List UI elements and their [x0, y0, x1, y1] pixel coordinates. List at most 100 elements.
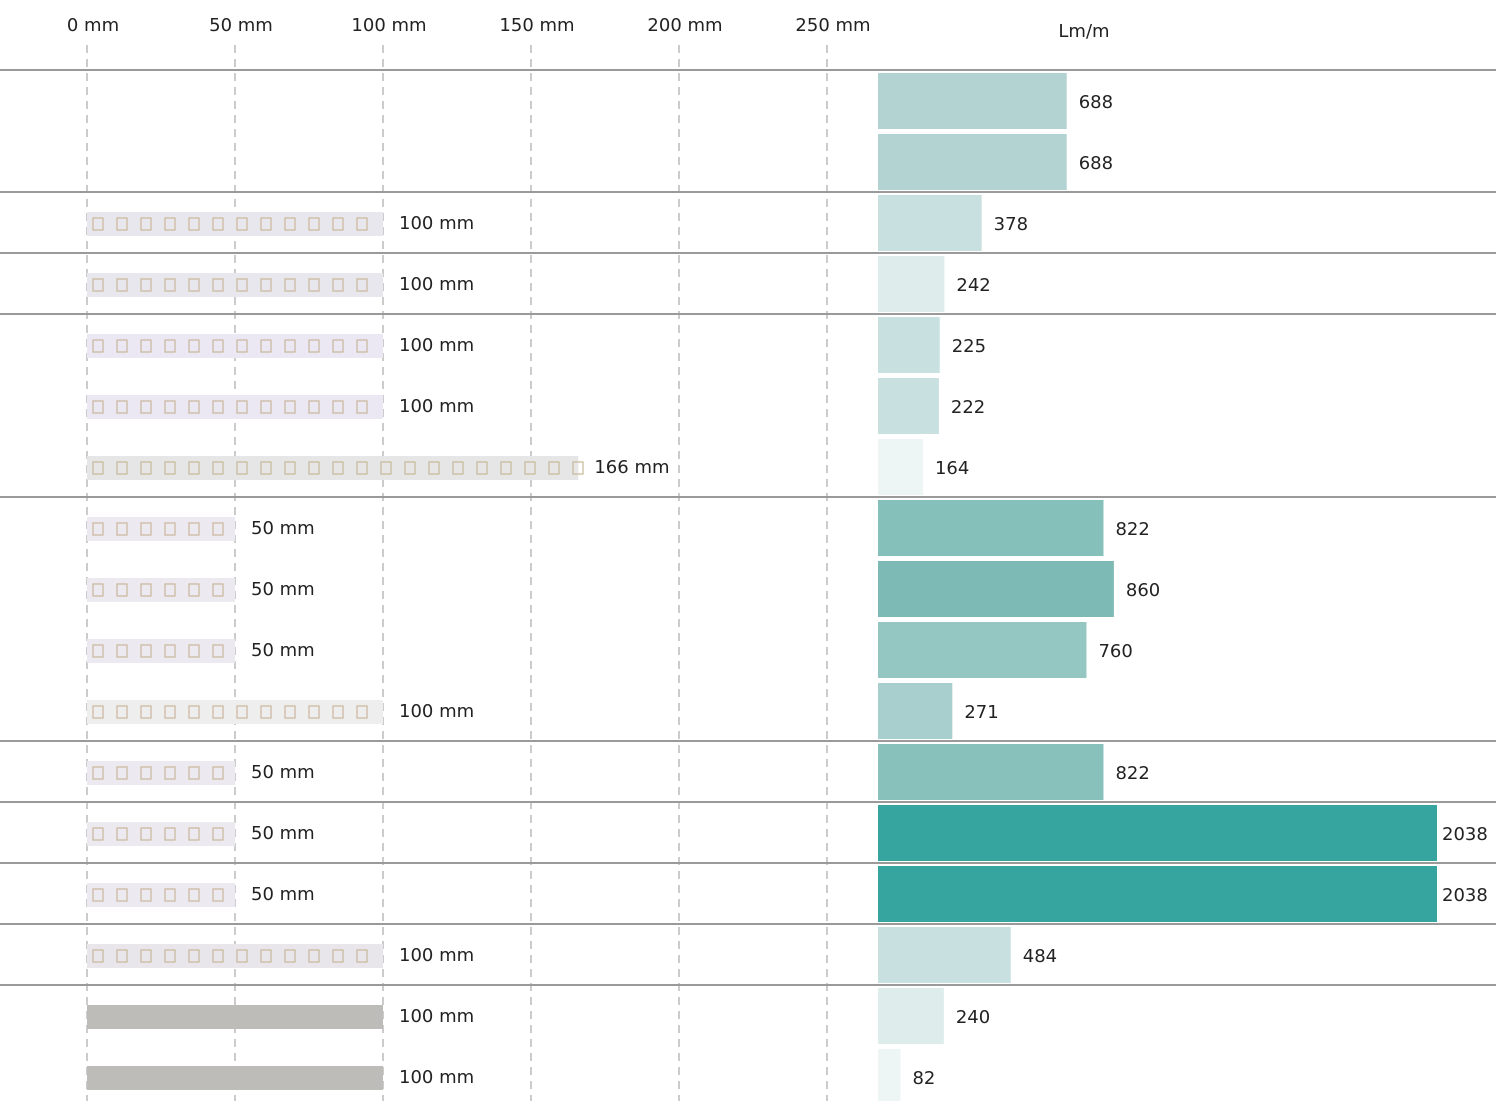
- led-chip: [332, 461, 344, 475]
- led-chip: [164, 644, 176, 658]
- led-chip: [332, 705, 344, 719]
- lumen-label: 822: [1115, 763, 1149, 784]
- led-chip: [140, 827, 152, 841]
- led-chip: [356, 949, 368, 963]
- led-chip: [116, 583, 128, 597]
- led-chip: [260, 217, 272, 231]
- led-chip: [212, 278, 224, 292]
- led-chip: [116, 339, 128, 353]
- led-chip: [164, 888, 176, 902]
- led-strip: [87, 334, 383, 358]
- led-chip: [212, 339, 224, 353]
- cut-length: 100 mm: [399, 213, 474, 234]
- led-chip: [236, 217, 248, 231]
- led-chip: [212, 217, 224, 231]
- led-chip: [356, 461, 368, 475]
- cut-length: 100 mm: [399, 701, 474, 722]
- led-chip: [356, 278, 368, 292]
- led-chip: [164, 217, 176, 231]
- lumen-bar: [878, 73, 1067, 129]
- led-chip: [284, 461, 296, 475]
- led-chip: [260, 278, 272, 292]
- led-chip: [116, 766, 128, 780]
- lumen-label: 240: [956, 1007, 990, 1028]
- led-chip: [164, 827, 176, 841]
- led-chip: [356, 705, 368, 719]
- led-chip: [380, 461, 392, 475]
- led-chip: [92, 217, 104, 231]
- cut-length: 166 mm: [594, 457, 669, 478]
- led-chip: [212, 766, 224, 780]
- led-chip: [140, 888, 152, 902]
- led-chip: [164, 461, 176, 475]
- led-chip: [188, 400, 200, 414]
- led-chip: [164, 583, 176, 597]
- led-chip: [356, 217, 368, 231]
- led-chip: [188, 583, 200, 597]
- lumen-label: 82: [912, 1068, 935, 1089]
- lumen-label: 822: [1115, 519, 1149, 540]
- led-chip: [476, 461, 488, 475]
- led-chip: [116, 949, 128, 963]
- ruler-label: 50 mm: [209, 15, 273, 36]
- led-chip: [212, 461, 224, 475]
- led-chip: [260, 461, 272, 475]
- cut-length: 50 mm: [251, 579, 315, 600]
- led-chip: [284, 339, 296, 353]
- led-chip: [308, 400, 320, 414]
- led-chip: [92, 888, 104, 902]
- cut-length: 100 mm: [399, 1067, 474, 1088]
- led-chip: [308, 217, 320, 231]
- lumen-bar: [878, 622, 1087, 678]
- lumen-bar: [878, 134, 1067, 190]
- lumen-bar: [878, 927, 1011, 983]
- led-chip: [284, 400, 296, 414]
- lumen-bar: [878, 561, 1114, 617]
- led-chip: [236, 339, 248, 353]
- led-chip: [404, 461, 416, 475]
- led-chip: [188, 644, 200, 658]
- ruler-label: 200 mm: [647, 15, 722, 36]
- led-chip: [164, 400, 176, 414]
- lumen-label: 378: [994, 214, 1028, 235]
- led-chip: [116, 644, 128, 658]
- led-chip: [188, 522, 200, 536]
- lumen-bar: [878, 195, 982, 251]
- led-chip: [116, 705, 128, 719]
- led-chip: [284, 278, 296, 292]
- lumen-bar: [878, 683, 953, 739]
- lumen-label: 860: [1126, 580, 1160, 601]
- led-chip: [452, 461, 464, 475]
- led-chip: [116, 888, 128, 902]
- lumen-label: 164: [935, 458, 969, 479]
- led-strip: [87, 273, 383, 297]
- led-chip: [308, 705, 320, 719]
- lumen-label: 484: [1023, 946, 1057, 967]
- led-strip: [87, 1005, 383, 1029]
- led-chip: [140, 217, 152, 231]
- led-chip: [572, 461, 584, 475]
- led-chip: [548, 461, 560, 475]
- led-strip: [87, 517, 235, 541]
- led-chip: [164, 949, 176, 963]
- lumen-label: 271: [964, 702, 998, 723]
- led-chip: [164, 339, 176, 353]
- led-chip: [212, 949, 224, 963]
- led-chip: [116, 522, 128, 536]
- led-chip: [188, 766, 200, 780]
- led-chip: [92, 827, 104, 841]
- led-chip: [356, 400, 368, 414]
- led-chip: [140, 278, 152, 292]
- led-chip: [332, 217, 344, 231]
- cut-length: 100 mm: [399, 1006, 474, 1027]
- lumen-bar: [878, 805, 1437, 861]
- led-chip: [164, 705, 176, 719]
- led-strip: [87, 578, 235, 602]
- led-chip: [188, 888, 200, 902]
- led-chip: [212, 888, 224, 902]
- led-strip: [87, 883, 235, 907]
- led-chip: [332, 400, 344, 414]
- lumen-bar: [878, 317, 940, 373]
- ruler-label: 0 mm: [67, 15, 119, 36]
